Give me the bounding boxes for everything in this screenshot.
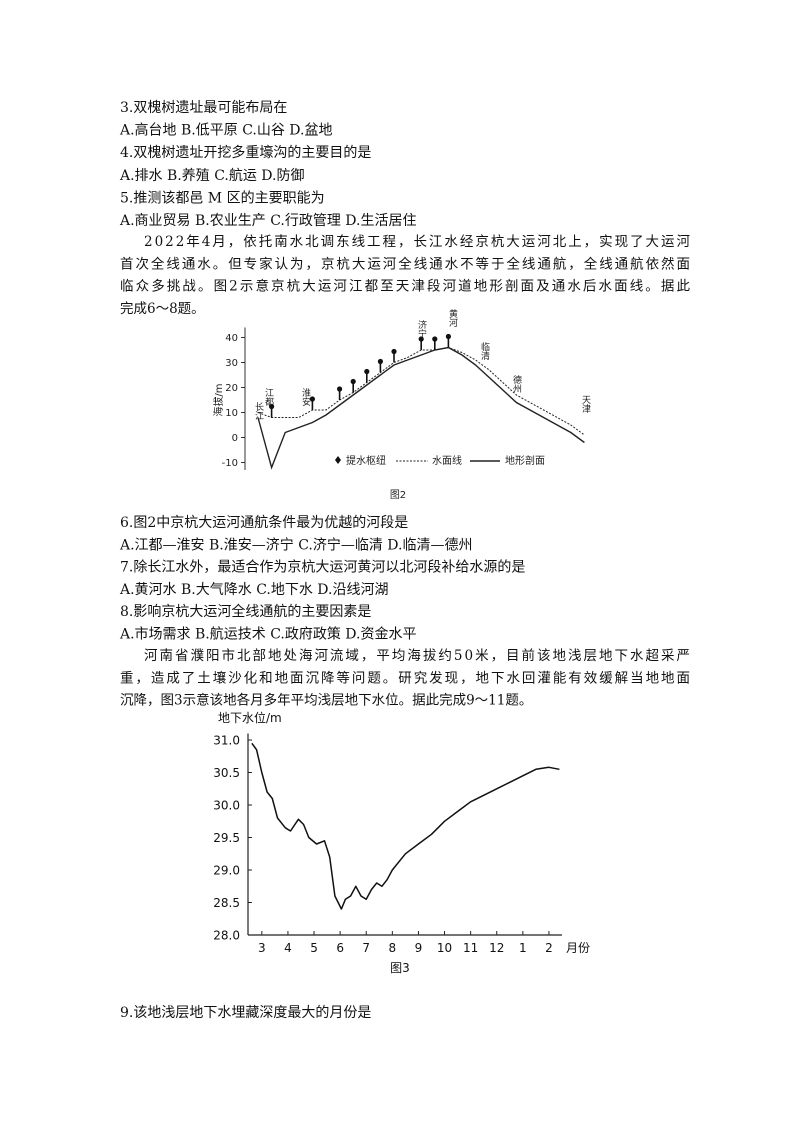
y-axis-label: 海拔/m — [212, 383, 225, 416]
question-line: A.排水 B.养殖 C.航运 D.防御 — [119, 167, 305, 184]
x-tick-label: 8 — [389, 941, 397, 955]
paragraph-line: 临众多挑战。图2示意京杭大运河江都至天津段河道地形剖面及通水后水面线。据此 — [120, 278, 691, 295]
question-line: 8.影响京杭大运河全线通航的主要因素是 — [120, 603, 371, 620]
x-tick-label: 5 — [310, 941, 318, 955]
legend-label: 地形剖面 — [505, 454, 545, 467]
pump-icon — [364, 368, 370, 375]
question-line: A.市场需求 B.航运技术 C.政府政策 D.资金水平 — [119, 626, 417, 643]
place-label: 长江 — [253, 401, 264, 421]
pump-icon — [445, 333, 451, 340]
x-tick-label: 1 — [519, 941, 527, 955]
y-tick-label: 20 — [225, 383, 238, 394]
legend-pump-icon — [335, 456, 341, 464]
pump-icon — [418, 336, 424, 342]
paragraph-line: 沉降，图3示意该地各月多年平均浅层地下水位。据此完成9～11题。 — [120, 692, 532, 709]
question-line: A.江都—淮安 B.淮安—济宁 C.济宁—临清 D.临清—德州 — [119, 536, 473, 553]
figure-caption: 图3 — [390, 961, 410, 975]
question-line: 7.除长江水外，最适合作为京杭大运河黄河以北河段补给水源的是 — [120, 559, 525, 576]
x-tick-label: 12 — [489, 941, 504, 955]
paragraph-line: 首次全线通水。但专家认为，京杭大运河全线通水不等于全线通航，全线通航依然面 — [120, 255, 690, 272]
y-tick-label: 29.0 — [213, 864, 240, 878]
pump-icon — [377, 358, 383, 365]
place-label: 黄河 — [447, 308, 458, 327]
terrain-line — [257, 346, 585, 470]
figure-caption: 图2 — [390, 489, 406, 501]
y-tick-label: 28.0 — [213, 929, 240, 943]
legend-label: 水面线 — [432, 454, 462, 467]
y-tick-label: 31.0 — [213, 734, 240, 748]
place-label: 临清 — [479, 341, 490, 361]
place-label: 淮安 — [300, 388, 311, 407]
pump-icon — [309, 396, 315, 402]
x-tick-label: 3 — [258, 941, 266, 955]
place-label: 江都 — [263, 388, 274, 407]
x-tick-label: 2 — [545, 941, 553, 955]
x-tick-label: 9 — [415, 941, 423, 955]
question-line: 3.双槐树遗址最可能布局在 — [120, 100, 287, 116]
x-tick-label: 10 — [437, 941, 452, 955]
y-tick-label: -10 — [222, 458, 238, 469]
place-label: 天津 — [580, 395, 591, 414]
x-axis-label: 月份 — [566, 941, 590, 955]
paragraph-line: 河南省濮阳市北部地处海河流域，平均海拔约50米，目前该地浅层地下水超采严 — [144, 647, 690, 664]
question-line: 9.该地浅层地下水埋藏深度最大的月份是 — [120, 1005, 371, 1021]
x-tick-label: 7 — [362, 941, 370, 955]
y-tick-label: 30 — [225, 358, 238, 369]
question-line: A.高台地 B.低平原 C.山谷 D.盆地 — [119, 122, 333, 139]
question-line: 4.双槐树遗址开挖多重壕沟的主要目的是 — [120, 144, 371, 161]
y-tick-label: 30.0 — [213, 799, 240, 813]
question-line: A.黄河水 B.大气降水 C.地下水 D.沿线河湖 — [119, 581, 389, 598]
paragraph-line: 2022年4月，依托南水北调东线工程，长江水经京杭大运河北上，实现了大运河 — [144, 234, 691, 250]
y-tick-label: 0 — [232, 433, 238, 444]
legend-label: 提水枢纽 — [346, 454, 386, 467]
y-tick-label: 10 — [225, 408, 238, 419]
pump-icon — [269, 403, 275, 410]
question-line: 5.推测该都邑 M 区的主要职能为 — [120, 190, 325, 206]
pump-icon — [391, 348, 397, 355]
pump-icon — [337, 386, 343, 392]
place-label: 济宁 — [416, 319, 427, 338]
paragraph-line: 重，造成了土壤沙化和地面沉降等问题。研究发现，地下水回灌能有效缓解当地地面 — [120, 669, 690, 686]
paragraph-line: 完成6～8题。 — [120, 301, 205, 317]
x-tick-label: 11 — [463, 941, 478, 955]
data-line — [251, 742, 560, 910]
x-tick-label: 4 — [284, 941, 292, 955]
y-axis-label: 地下水位/m — [218, 710, 282, 725]
y-tick-label: 30.5 — [213, 766, 240, 780]
x-tick-label: 6 — [336, 941, 344, 955]
pump-icon — [432, 336, 438, 342]
question-line: A.商业贸易 B.农业生产 C.行政管理 D.生活居住 — [119, 213, 417, 229]
y-tick-label: 29.5 — [213, 831, 240, 845]
y-tick-label: 40 — [225, 333, 238, 344]
place-label: 德州 — [511, 374, 522, 393]
question-line: 6.图2中京杭大运河通航条件最为优越的河段是 — [120, 514, 408, 531]
y-tick-label: 28.5 — [213, 896, 240, 910]
pump-icon — [350, 378, 356, 385]
